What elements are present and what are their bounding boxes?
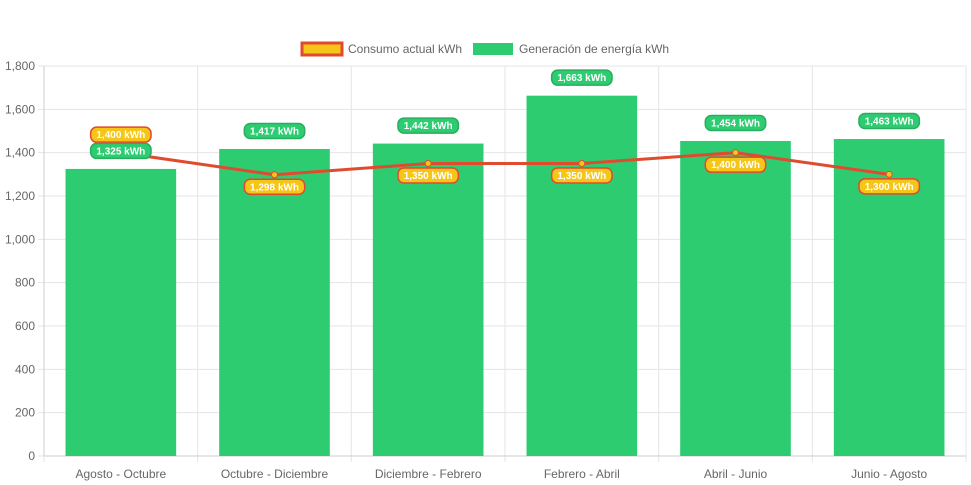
consumo-value-label-junio-agosto-bg	[858, 178, 921, 195]
bar-febrero-abril[interactable]	[526, 95, 638, 456]
bar-value-label-diciembre-febrero: 1,442 kWh	[397, 117, 460, 134]
bar-value-label-octubre-diciembre-text: 1,417 kWh	[250, 126, 299, 137]
bar-value-label-agosto-octubre-text: 1,325 kWh	[96, 146, 145, 157]
consumo-value-label-agosto-octubre-bg	[89, 126, 152, 143]
bar-value-label-junio-agosto-text: 1,463 kWh	[865, 117, 914, 128]
grid-lines	[38, 65, 967, 462]
consumo-point-abril-junio[interactable]	[732, 149, 739, 157]
bar-value-label-diciembre-febrero-text: 1,442 kWh	[404, 121, 453, 132]
bar-value-label-junio-agosto-bg	[858, 112, 921, 130]
x-tick-label-abril-junio: Abril - Junio	[704, 467, 768, 481]
y-tick-label: 600	[15, 319, 35, 333]
y-tick-label: 800	[15, 276, 35, 290]
bar-value-label-abril-junio: 1,454 kWh	[704, 114, 767, 132]
bar-value-label-agosto-octubre-bg	[89, 142, 152, 160]
consumo-value-label-abril-junio-bg	[704, 156, 767, 173]
bar-agosto-octubre[interactable]	[65, 168, 177, 456]
consumo-value-label-abril-junio-text: 1,400 kWh	[711, 160, 760, 171]
legend-item-generacion[interactable]: Generación de energía kWh	[473, 42, 669, 56]
consumo-value-label-octubre-diciembre-bg	[243, 178, 306, 196]
bar-value-label-octubre-diciembre-bg	[243, 122, 306, 140]
consumo-value-label-febrero-abril-bg	[550, 167, 613, 184]
y-tick-label: 400	[15, 362, 35, 376]
y-tick-label: 1,000	[5, 232, 35, 246]
consumo-line	[120, 151, 890, 177]
consumo-point-febrero-abril[interactable]	[578, 160, 586, 167]
bar-value-label-diciembre-febrero-bg	[397, 117, 460, 134]
y-tick-label: 1,200	[5, 189, 35, 203]
bar-value-label-febrero-abril-text: 1,663 kWh	[557, 73, 606, 84]
consumo-value-label-abril-junio: 1,400 kWh	[704, 156, 767, 173]
legend-label-generacion: Generación de energía kWh	[519, 42, 669, 56]
bar-diciembre-febrero[interactable]	[372, 143, 484, 457]
consumo-point-junio-agosto[interactable]	[885, 170, 893, 178]
bar-series	[65, 95, 945, 457]
bar-value-label-agosto-octubre: 1,325 kWh	[89, 142, 152, 160]
bar-value-label-febrero-abril-bg	[550, 69, 613, 86]
consumo-value-label-febrero-abril: 1,350 kWh	[550, 167, 613, 184]
x-axis: Agosto - Octubre Octubre - Diciembre Dicie…	[44, 455, 966, 481]
chart-legend: Consumo actual kWh Generación de energía…	[300, 41, 669, 57]
legend-label-consumo: Consumo actual kWh	[348, 42, 462, 56]
consumo-value-label-agosto-octubre: 1,400 kWh	[89, 126, 152, 143]
consumo-value-label-diciembre-febrero-bg	[397, 167, 460, 184]
consumo-value-label-junio-agosto: 1,300 kWh	[858, 178, 921, 195]
legend-swatch-consumo	[300, 41, 344, 57]
consumo-value-label-octubre-diciembre: 1,298 kWh	[243, 178, 306, 196]
legend-item-consumo[interactable]: Consumo actual kWh	[300, 41, 462, 57]
y-axis: 0 200 400 600 800 1,000 1,200 1,400 1,600 1,800	[5, 59, 45, 463]
data-labels: 1,325 kWh 1,417 kWh 1,442 kWh 1,663 kWh 1,45…	[89, 69, 921, 196]
bar-value-label-febrero-abril: 1,663 kWh	[550, 69, 613, 86]
y-tick-label: 1,600	[5, 102, 35, 116]
consumo-point-octubre-diciembre[interactable]	[271, 171, 278, 179]
bar-value-label-abril-junio-bg	[704, 114, 767, 132]
y-tick-label: 0	[28, 449, 35, 463]
x-tick-label-octubre-diciembre: Octubre - Diciembre	[221, 467, 329, 481]
consumo-value-label-febrero-abril-text: 1,350 kWh	[557, 171, 606, 182]
legend-swatch-generacion	[473, 43, 513, 55]
bar-value-label-octubre-diciembre: 1,417 kWh	[243, 122, 306, 140]
y-tick-label: 1,400	[5, 146, 35, 160]
bar-value-label-junio-agosto: 1,463 kWh	[858, 112, 921, 130]
bar-octubre-diciembre[interactable]	[219, 148, 330, 456]
y-tick-label: 1,800	[5, 59, 35, 73]
consumo-value-label-diciembre-febrero: 1,350 kWh	[397, 167, 460, 184]
consumo-value-label-octubre-diciembre-text: 1,298 kWh	[250, 182, 299, 193]
x-tick-label-febrero-abril: Febrero - Abril	[544, 467, 620, 481]
consumo-value-label-agosto-octubre-text: 1,400 kWh	[96, 130, 145, 141]
consumo-value-label-diciembre-febrero-text: 1,350 kWh	[404, 171, 453, 182]
y-tick-label: 200	[15, 406, 35, 420]
x-tick-label-agosto-octubre: Agosto - Octubre	[75, 467, 166, 481]
bar-value-label-abril-junio-text: 1,454 kWh	[711, 118, 760, 129]
consumo-value-label-junio-agosto-text: 1,300 kWh	[865, 182, 914, 193]
bar-abril-junio[interactable]	[680, 140, 791, 456]
x-tick-label-junio-agosto: Junio - Agosto	[851, 467, 927, 481]
x-tick-label-diciembre-febrero: Diciembre - Febrero	[375, 467, 482, 481]
consumo-point-diciembre-febrero[interactable]	[424, 160, 432, 167]
